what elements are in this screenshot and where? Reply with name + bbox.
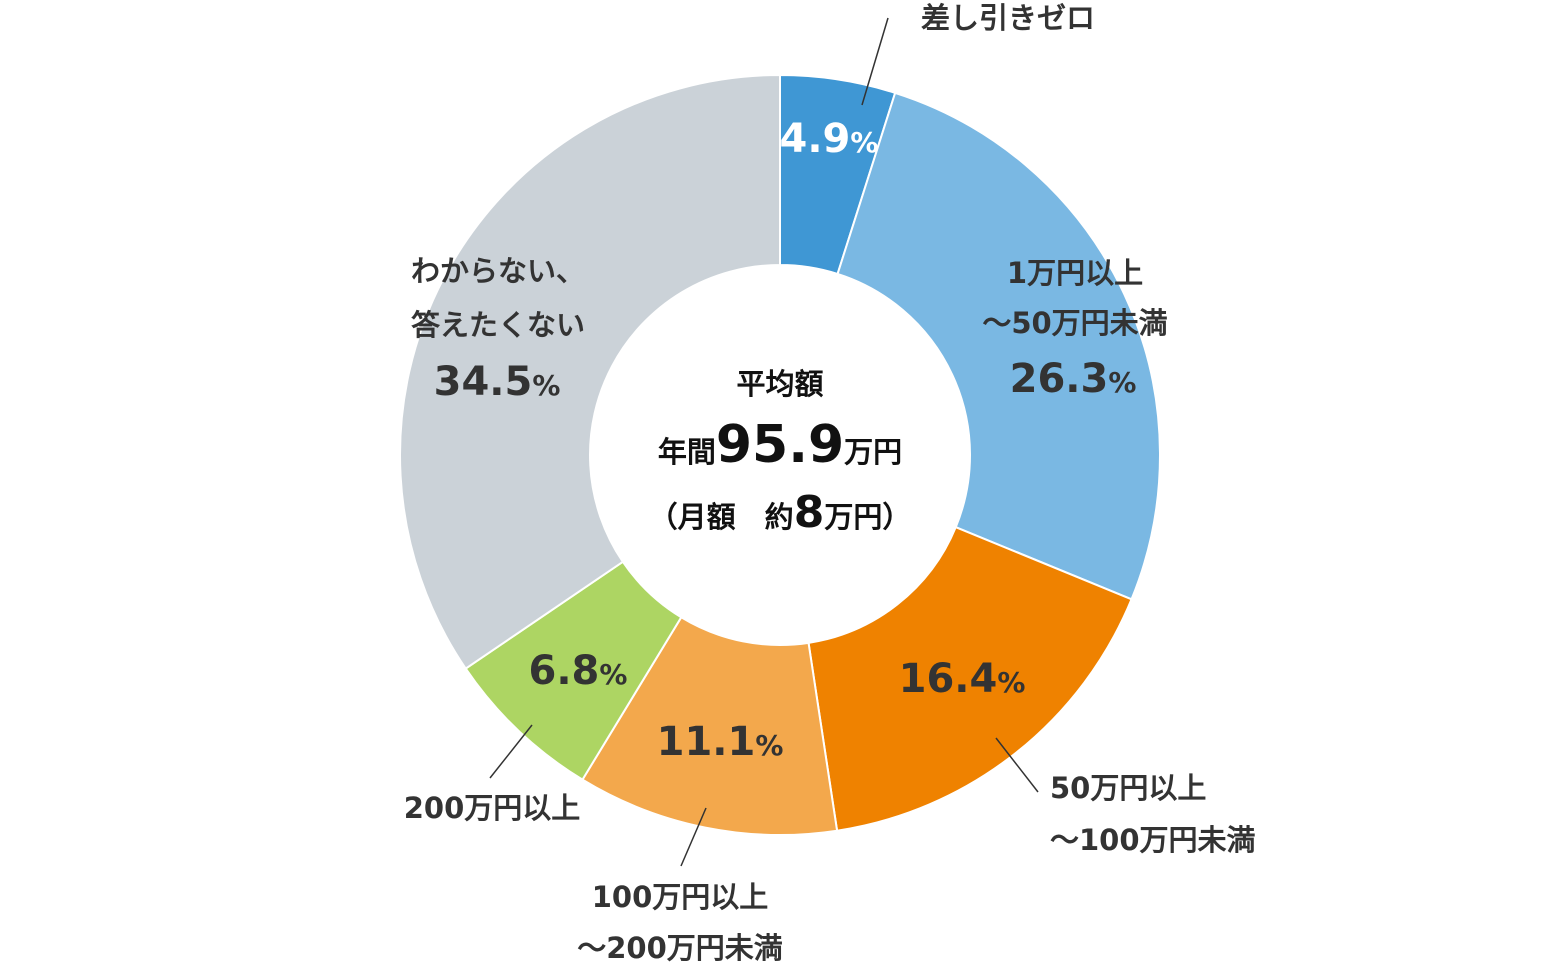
category-label-6-line-1: わからない、 [411,254,585,288]
slice-4 [581,615,839,836]
percent-label-2: 26.3% [1010,356,1137,402]
center-annual: 年間95.9万円 [658,415,902,475]
center-monthly-value: 8 [794,487,825,538]
category-label-4-line-2: ～200万円未満 [577,931,783,965]
leader-line-3 [995,737,1039,793]
leader-line-5 [489,724,533,779]
leader-line-1 [861,17,889,106]
center-annual-suffix: 万円 [844,435,902,469]
category-label-4-line-1: 100万円以上 [592,880,769,914]
category-label-3-line-1: 50万円以上 [1050,771,1206,805]
percent-label-1: 4.9% [780,116,879,162]
slice-6 [399,73,781,670]
center-monthly: （月額 約8万円） [649,487,912,538]
center-annual-prefix: 年間 [658,435,716,469]
percent-label-6: 34.5% [434,359,561,405]
category-label-2-line-1: 1万円以上 [1007,256,1143,290]
labels-group: 4.9% 差し引きゼロ 26.3% 1万円以上 ～50万円未満 16.4% 50万円以上 ～1… [404,1,1256,965]
center-annual-value: 95.9 [716,415,844,475]
category-label-2-line-2: ～50万円未満 [982,306,1167,340]
percent-label-4: 11.1% [657,719,784,765]
leader-lines-group [489,17,1039,867]
slices-group [399,73,1161,836]
leader-line-4 [680,807,707,867]
center-monthly-suffix: 万円） [824,500,911,534]
category-label-6-line-2: 答えたくない [411,308,585,342]
category-label-5-line-1: 200万円以上 [404,791,581,825]
center-summary: 平均額 年間95.9万円 （月額 約8万円） [649,367,912,538]
slice-2 [836,91,1161,601]
percent-label-3: 16.4% [899,656,1026,702]
percent-label-5: 6.8% [529,648,628,694]
category-label-1-line-1: 差し引きゼロ [921,1,1095,35]
slice-3 [807,525,1133,832]
center-title: 平均額 [736,367,823,401]
center-monthly-prefix: （月額 約 [649,500,794,534]
category-label-3-line-2: ～100万円未満 [1050,823,1256,857]
